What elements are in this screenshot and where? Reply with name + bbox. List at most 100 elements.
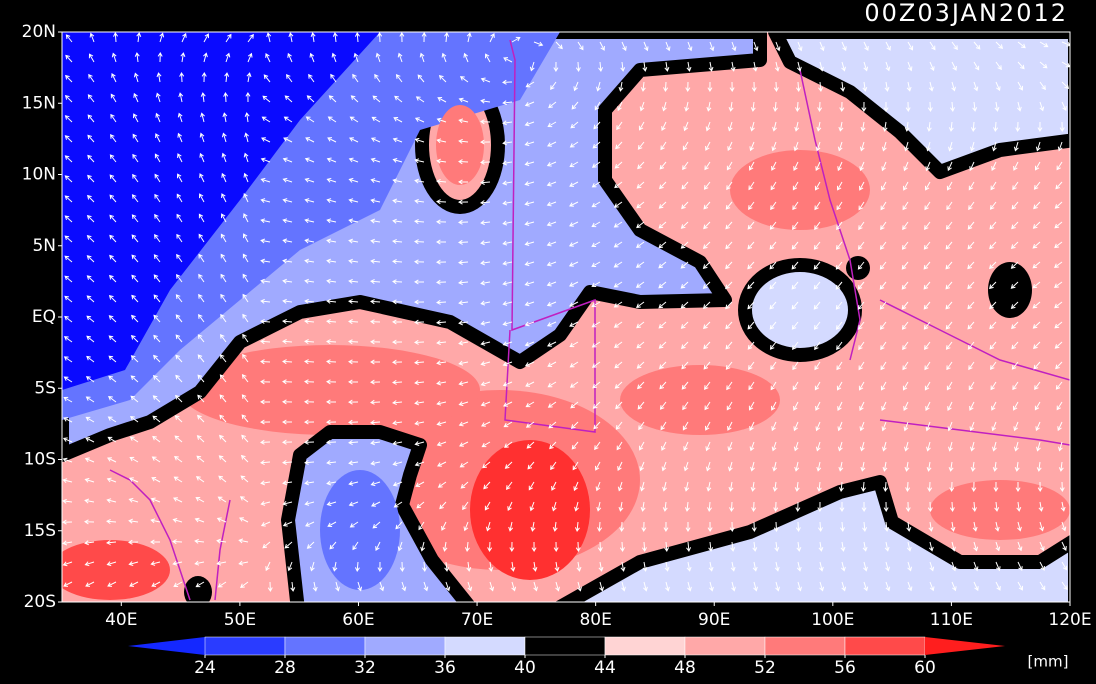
wind-arrow: [858, 381, 865, 391]
wind-arrow: [1033, 181, 1041, 190]
wind-arrow: [242, 313, 249, 323]
wind-arrow: [85, 396, 95, 403]
wind-arrow: [905, 101, 911, 112]
wind-arrow: [837, 181, 843, 191]
wind-arrow: [528, 481, 535, 491]
wind-arrow: [198, 233, 205, 243]
wind-arrow: [133, 72, 139, 83]
wind-arrow: [814, 381, 821, 391]
wind-arrow: [903, 161, 909, 172]
wind-arrow: [64, 155, 73, 163]
wind-arrow: [87, 174, 95, 183]
wind-arrow: [131, 254, 139, 263]
wind-arrow: [927, 481, 933, 492]
wind-arrow: [106, 561, 117, 567]
wind-arrow: [837, 401, 843, 411]
wind-arrow: [85, 581, 95, 587]
wind-arrow: [247, 33, 254, 43]
wind-arrow: [948, 461, 954, 472]
wind-arrow: [502, 240, 513, 246]
wind-arrow: [994, 101, 1000, 112]
low-region: [554, 475, 1070, 602]
wind-arrow: [287, 561, 293, 572]
wind-arrow: [421, 32, 427, 43]
field-patch: [470, 440, 590, 580]
wind-arrow: [395, 74, 403, 83]
wind-arrow: [326, 480, 337, 486]
wind-arrow: [266, 32, 272, 43]
wind-arrow: [703, 361, 711, 370]
wind-arrow: [815, 401, 821, 411]
wind-arrow: [708, 561, 714, 572]
wind-arrow: [260, 218, 271, 224]
wind-arrow: [769, 241, 777, 250]
wind-arrow: [392, 461, 403, 466]
wind-arrow: [328, 95, 337, 103]
wind-arrow: [879, 321, 887, 330]
wind-arrow: [591, 161, 601, 168]
wind-arrow: [577, 41, 584, 51]
wind-arrow: [260, 359, 271, 365]
wind-arrow: [907, 61, 913, 72]
wind-arrow: [241, 394, 249, 403]
wind-arrow: [973, 541, 979, 552]
wind-arrow: [774, 541, 780, 552]
wind-arrow: [573, 81, 579, 92]
wind-arrow: [282, 359, 293, 365]
wind-arrow: [64, 215, 73, 223]
wind-arrow: [504, 461, 513, 469]
wind-arrow: [747, 321, 755, 330]
wind-arrow: [555, 581, 560, 592]
wind-arrow: [241, 414, 249, 423]
wind-arrow: [617, 101, 623, 112]
wind-arrow: [198, 273, 205, 283]
wind-arrow: [436, 421, 447, 426]
wind-arrow: [840, 81, 846, 92]
wind-arrow: [818, 561, 824, 572]
wind-arrow: [1017, 81, 1023, 91]
wind-arrow: [327, 521, 337, 527]
wind-arrow: [835, 241, 843, 250]
wind-arrow: [884, 81, 890, 92]
wind-arrow: [348, 238, 359, 244]
wind-arrow: [63, 336, 73, 343]
wind-arrow: [836, 221, 843, 231]
wind-arrow: [946, 381, 953, 391]
wind-arrow: [968, 361, 975, 371]
wind-arrow: [597, 541, 603, 552]
wind-arrow: [995, 81, 1001, 92]
wind-arrow: [458, 381, 469, 386]
wind-arrow: [881, 401, 887, 411]
wind-arrow: [771, 141, 777, 152]
wind-arrow: [507, 501, 513, 511]
wind-arrow: [595, 461, 601, 471]
lat-label: EQ: [32, 307, 56, 327]
wind-arrow: [549, 441, 557, 450]
wind-arrow: [546, 321, 557, 327]
wind-arrow: [990, 361, 997, 370]
wind-arrow: [348, 460, 359, 466]
wind-arrow: [331, 52, 337, 63]
wind-arrow: [752, 61, 758, 72]
wind-arrow: [703, 321, 711, 330]
wind-arrow: [683, 121, 689, 132]
wind-arrow: [502, 321, 513, 326]
wind-arrow: [727, 121, 733, 132]
wind-arrow: [967, 341, 975, 350]
wind-arrow: [1032, 221, 1041, 229]
wind-arrow: [640, 481, 645, 492]
wind-arrow: [194, 538, 205, 544]
wind-arrow: [967, 321, 975, 330]
wind-arrow: [860, 121, 866, 132]
wind-arrow: [503, 57, 513, 63]
wind-arrow: [240, 581, 249, 588]
wind-arrow: [640, 501, 646, 512]
wind-arrow: [1017, 521, 1022, 532]
wind-arrow: [642, 61, 648, 72]
wind-arrow: [327, 116, 337, 123]
wind-arrow: [243, 172, 249, 183]
wind-arrow: [282, 480, 293, 486]
wind-arrow: [973, 81, 979, 92]
wind-arrow: [397, 52, 403, 63]
wind-arrow: [436, 299, 447, 305]
